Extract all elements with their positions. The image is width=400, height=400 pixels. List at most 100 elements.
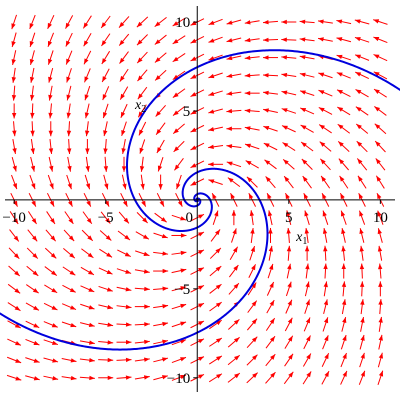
vector-arrow [98, 357, 114, 363]
vector-arrow [231, 228, 237, 243]
vector-arrow [7, 338, 22, 346]
vector-arrow [79, 322, 95, 328]
vector-arrow [355, 71, 370, 80]
vector-arrow [354, 54, 370, 61]
vector-arrow [248, 264, 256, 278]
vector-arrow [66, 85, 72, 101]
vector-arrow [83, 33, 92, 47]
vector-arrow [302, 175, 312, 189]
vector-arrow [354, 19, 370, 25]
vector-arrow [286, 227, 291, 243]
vector-arrow [244, 108, 260, 113]
vector-arrow [246, 318, 258, 331]
vector-arrow [341, 317, 347, 332]
trajectory-curve [126, 49, 400, 232]
vector-arrow [299, 19, 315, 25]
vector-arrow [118, 16, 130, 28]
vector-arrow [84, 174, 91, 190]
vector-arrow [30, 121, 35, 137]
x-tick-label: 5 [285, 210, 293, 226]
vector-arrow [322, 210, 329, 225]
vector-arrow [286, 263, 292, 279]
vector-arrow [66, 103, 71, 119]
vector-arrow [157, 157, 164, 172]
vector-arrow [208, 355, 223, 365]
vector-arrow [134, 375, 150, 380]
vector-arrow [153, 286, 169, 291]
vector-arrow [25, 284, 39, 294]
vector-arrow [11, 32, 17, 48]
vector-arrow [378, 334, 383, 350]
vector-arrow [285, 281, 292, 297]
vector-arrow [227, 177, 241, 188]
vector-arrow [319, 141, 332, 152]
vector-arrow [61, 321, 77, 328]
vector-arrow [244, 90, 260, 96]
vector-arrow [262, 55, 278, 60]
vector-arrow [228, 264, 239, 278]
vector-arrow [11, 103, 17, 119]
vector-arrow [377, 228, 383, 243]
vector-arrow [304, 210, 310, 225]
vector-arrow [61, 303, 77, 310]
vector-arrow [9, 211, 19, 225]
trajectory-curve [0, 167, 269, 351]
vector-arrow [140, 174, 145, 190]
vector-arrow [322, 228, 328, 243]
vector-arrow [135, 231, 150, 240]
vector-arrow [83, 50, 92, 65]
vector-arrow [99, 230, 112, 241]
vector-arrow [286, 245, 292, 261]
vector-arrow [81, 229, 94, 242]
vector-arrow [11, 50, 17, 66]
vector-arrow [356, 140, 368, 153]
vector-arrow [82, 15, 92, 29]
vector-arrow [319, 158, 331, 171]
vector-arrow [25, 375, 40, 381]
vector-arrow [81, 248, 94, 259]
vector-arrow [85, 156, 90, 172]
vector-arrow [171, 356, 187, 364]
vector-arrow [209, 247, 222, 259]
vector-arrow [44, 284, 58, 294]
vector-arrow [245, 160, 259, 169]
vector-arrow [118, 211, 130, 224]
vector-arrow [226, 126, 242, 131]
vector-arrow [226, 37, 242, 43]
vector-arrow [172, 105, 186, 116]
vector-arrow [226, 144, 242, 149]
vector-arrow [336, 37, 352, 43]
vector-arrow [373, 19, 388, 25]
vector-arrow [226, 161, 242, 168]
vector-arrow [66, 68, 72, 83]
vector-arrow [340, 370, 348, 385]
vector-arrow [47, 50, 54, 65]
vector-arrow [374, 140, 386, 153]
vector-arrow [300, 107, 315, 115]
vector-arrow [340, 352, 347, 368]
vector-arrow [281, 37, 297, 42]
vector-arrow [323, 299, 329, 315]
vector-arrow [227, 354, 241, 366]
vector-arrow [318, 72, 333, 79]
vector-arrow [355, 123, 369, 134]
vector-arrow [336, 19, 352, 25]
vector-arrow [79, 358, 95, 363]
vector-arrow [48, 103, 53, 119]
vector-arrow [8, 265, 21, 277]
vector-arrow [262, 90, 278, 96]
vector-arrow [244, 143, 260, 150]
vector-arrow [47, 174, 54, 190]
vector-arrow [226, 55, 242, 61]
vector-arrow [99, 248, 113, 258]
vector-arrow [48, 139, 54, 155]
vector-arrow [304, 281, 310, 297]
vector-arrow [286, 210, 292, 226]
vector-arrow [171, 250, 187, 256]
vector-arrow [27, 229, 38, 242]
vector-arrow [101, 33, 111, 47]
x-tick-label: 0 [186, 210, 194, 226]
vector-arrow [153, 304, 169, 309]
vector-arrow [244, 20, 260, 25]
vector-arrow [373, 88, 387, 98]
